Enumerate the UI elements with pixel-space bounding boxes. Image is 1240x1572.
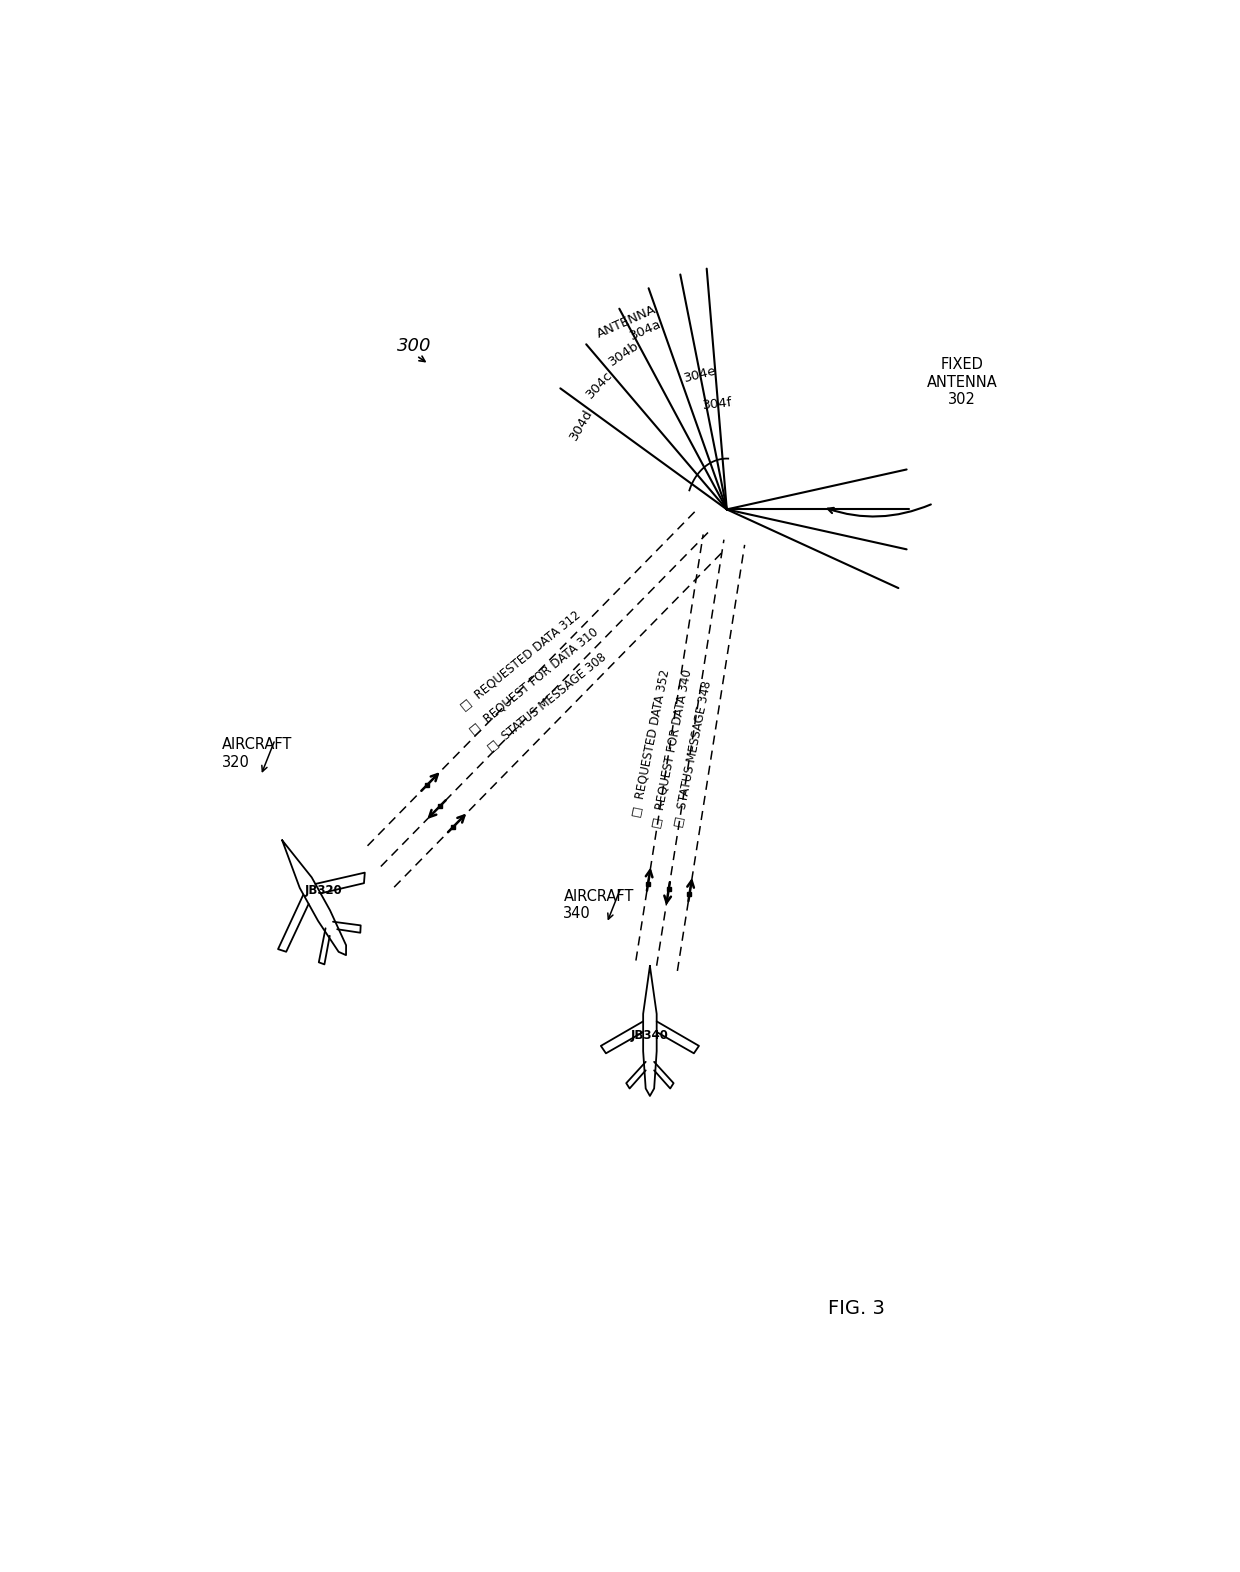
Text: FIXED
ANTENNA
302: FIXED ANTENNA 302 (926, 357, 998, 407)
Text: FIG. 3: FIG. 3 (828, 1298, 885, 1317)
Text: JB340: JB340 (631, 1030, 668, 1042)
Text: □  STATUS MESSAGE 348: □ STATUS MESSAGE 348 (672, 679, 713, 828)
Text: 300: 300 (397, 336, 432, 355)
Text: □  REQUEST FOR DATA 310: □ REQUEST FOR DATA 310 (466, 626, 600, 737)
Text: 304d: 304d (567, 406, 595, 442)
Text: ANTENNA
304a: ANTENNA 304a (594, 303, 665, 355)
Text: 304b: 304b (606, 338, 642, 368)
Text: □  REQUESTED DATA 352: □ REQUESTED DATA 352 (630, 668, 672, 819)
Text: 304e: 304e (682, 365, 718, 385)
Text: JB320: JB320 (304, 883, 342, 898)
Text: 304f: 304f (702, 396, 734, 412)
Text: □  REQUEST FOR DATA 340: □ REQUEST FOR DATA 340 (650, 668, 694, 828)
Text: AIRCRAFT
340: AIRCRAFT 340 (563, 888, 634, 921)
Text: □  REQUESTED DATA 312: □ REQUESTED DATA 312 (458, 608, 583, 712)
Text: □  STATUS MESSAGE 308: □ STATUS MESSAGE 308 (485, 649, 609, 753)
Text: 304c: 304c (584, 369, 615, 401)
Text: AIRCRAFT
320: AIRCRAFT 320 (222, 737, 293, 770)
